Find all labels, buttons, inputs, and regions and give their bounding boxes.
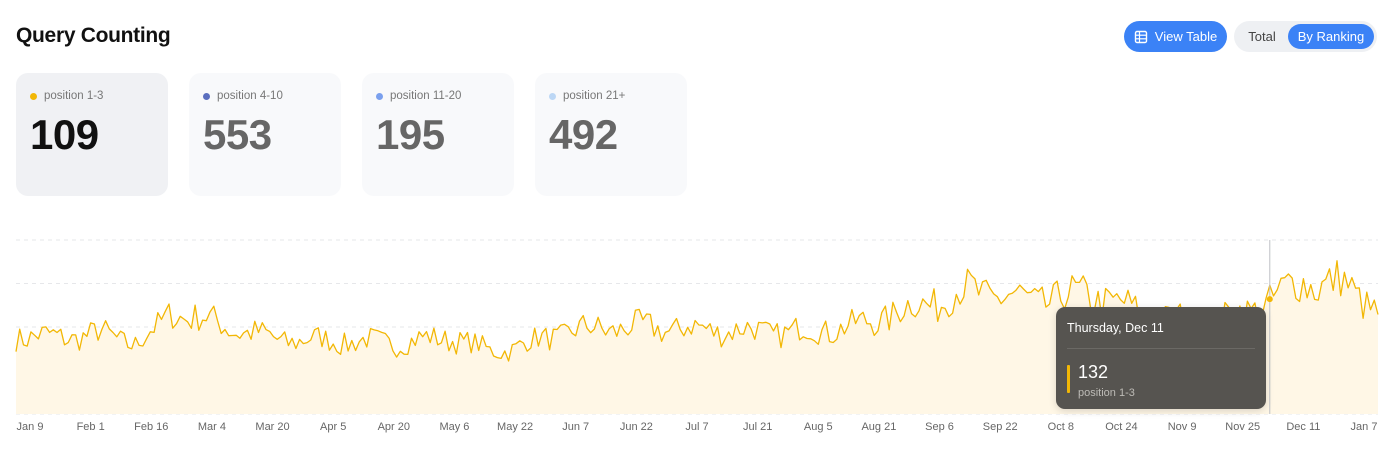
card-position-11-20[interactable]: position 11-20 195 — [362, 73, 514, 196]
highlight-point — [1266, 296, 1273, 303]
toggle-total[interactable]: Total — [1248, 29, 1276, 44]
x-tick-label: Nov 9 — [1168, 421, 1197, 433]
x-tick-label: Feb 1 — [77, 421, 105, 433]
x-tick-label: Jan 7 — [1351, 421, 1378, 433]
toggle-by-ranking[interactable]: By Ranking — [1288, 24, 1374, 49]
x-tick-label: Mar 4 — [198, 421, 226, 433]
table-icon — [1134, 30, 1148, 44]
x-tick-label: May 22 — [497, 421, 533, 433]
x-tick-label: Jan 9 — [17, 421, 44, 433]
chart-svg: Jan 9 Feb 1 Feb 16 Mar 4 Mar 20 Apr 5 Apr 20 Ma… — [15, 239, 1379, 433]
card-legend: position 21+ — [549, 90, 625, 102]
x-tick-label: Oct 8 — [1048, 421, 1074, 433]
series-dot-icon — [549, 92, 556, 100]
x-tick-label: Dec 11 — [1286, 421, 1320, 433]
card-label: position 11-20 — [390, 90, 462, 102]
tooltip-series-marker — [1067, 365, 1070, 393]
x-tick-label: Apr 5 — [320, 421, 346, 433]
page-title: Query Counting — [16, 24, 171, 47]
series-dot-icon — [376, 92, 383, 100]
x-tick-label: Sep 22 — [983, 421, 1018, 433]
tooltip-divider — [1067, 348, 1255, 349]
card-label: position 21+ — [563, 90, 626, 102]
card-position-1-3[interactable]: position 1-3 109 — [16, 73, 168, 196]
x-tick-label: May 6 — [439, 421, 469, 433]
card-value: 492 — [549, 111, 618, 158]
mode-toggle: Total By Ranking — [1234, 21, 1377, 52]
card-label: position 4-10 — [217, 90, 283, 102]
card-value: 195 — [376, 111, 445, 158]
card-position-4-10[interactable]: position 4-10 553 — [189, 73, 341, 196]
x-tick-label: Jun 7 — [562, 421, 589, 433]
x-tick-label: Sep 6 — [925, 421, 954, 433]
card-value: 553 — [203, 111, 272, 158]
x-tick-label: Jul 7 — [685, 421, 708, 433]
x-tick-label: Aug 21 — [861, 421, 896, 433]
x-tick-label: Jul 21 — [743, 421, 772, 433]
tooltip-series-label: position 1-3 — [1078, 387, 1135, 399]
tooltip-date: Thursday, Dec 11 — [1067, 321, 1164, 335]
x-tick-label: Feb 16 — [134, 421, 168, 433]
tooltip-value: 132 — [1078, 362, 1109, 382]
series-area — [16, 260, 1378, 414]
x-tick-label: Apr 20 — [378, 421, 410, 433]
card-legend: position 4-10 — [203, 90, 283, 102]
card-legend: position 1-3 — [30, 90, 103, 102]
card-label: position 1-3 — [44, 90, 104, 102]
x-tick-label: Mar 20 — [255, 421, 289, 433]
query-chart[interactable]: Jan 9 Feb 1 Feb 16 Mar 4 Mar 20 Apr 5 Apr 20 Ma… — [0, 228, 1400, 458]
view-table-label: View Table — [1154, 29, 1218, 44]
card-value: 109 — [30, 111, 99, 158]
card-position-21-plus[interactable]: position 21+ 492 — [535, 73, 687, 196]
chart-tooltip: Thursday, Dec 11 132 position 1-3 — [1056, 307, 1266, 409]
x-tick-label: Oct 24 — [1105, 421, 1137, 433]
card-legend: position 11-20 — [376, 90, 461, 102]
series-dot-icon — [203, 92, 210, 100]
view-table-button[interactable]: View Table — [1124, 21, 1227, 52]
x-tick-label: Nov 25 — [1225, 421, 1260, 433]
x-tick-label: Jun 22 — [620, 421, 653, 433]
x-tick-label: Aug 5 — [804, 421, 833, 433]
series-dot-icon — [30, 92, 37, 100]
